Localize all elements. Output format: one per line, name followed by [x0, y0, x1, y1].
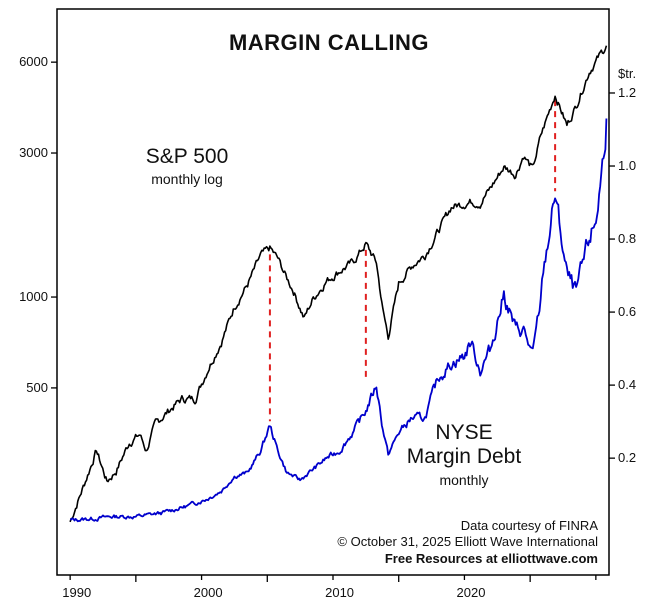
- right-axis: 1.2 1.0 0.8 0.6 0.4 0.2: [609, 85, 636, 465]
- left-tick-label: 6000: [19, 54, 48, 69]
- right-tick-label: 1.2: [618, 85, 636, 100]
- sp500-label: S&P 500: [146, 145, 229, 168]
- credit-line-3: Free Resources at elliottwave.com: [385, 551, 598, 566]
- left-tick-label: 500: [26, 380, 48, 395]
- right-tick-label: 0.2: [618, 450, 636, 465]
- x-tick-label: 2010: [325, 585, 354, 600]
- right-axis-unit: $tr.: [618, 66, 636, 81]
- left-tick-label: 3000: [19, 145, 48, 160]
- sp500-series-line: [69, 45, 608, 523]
- x-tick-label: 2020: [457, 585, 486, 600]
- left-axis: 6000 3000 1000 500: [19, 54, 57, 395]
- margin-debt-label-line2: Margin Debt: [407, 445, 522, 468]
- right-tick-label: 1.0: [618, 158, 636, 173]
- left-tick-label: 1000: [19, 289, 48, 304]
- x-tick-label: 2000: [194, 585, 223, 600]
- x-tick-label: 1990: [62, 585, 91, 600]
- margin-debt-label-line1: NYSE: [435, 421, 492, 444]
- margin-debt-sublabel: monthly: [439, 472, 488, 488]
- peak-lines: [268, 100, 557, 422]
- right-tick-label: 0.6: [618, 304, 636, 319]
- credit-line-1: Data courtesy of FINRA: [461, 518, 599, 533]
- right-tick-label: 0.4: [618, 377, 636, 392]
- chart-title: MARGIN CALLING: [229, 30, 429, 55]
- plot-frame: [56, 8, 610, 576]
- credit-line-2: © October 31, 2025 Elliott Wave Internat…: [337, 534, 598, 549]
- right-tick-label: 0.8: [618, 231, 636, 246]
- margin-debt-series-line: [70, 118, 608, 523]
- x-axis: 1990 2000 2010 2020: [62, 575, 597, 600]
- sp500-sublabel: monthly log: [151, 171, 223, 187]
